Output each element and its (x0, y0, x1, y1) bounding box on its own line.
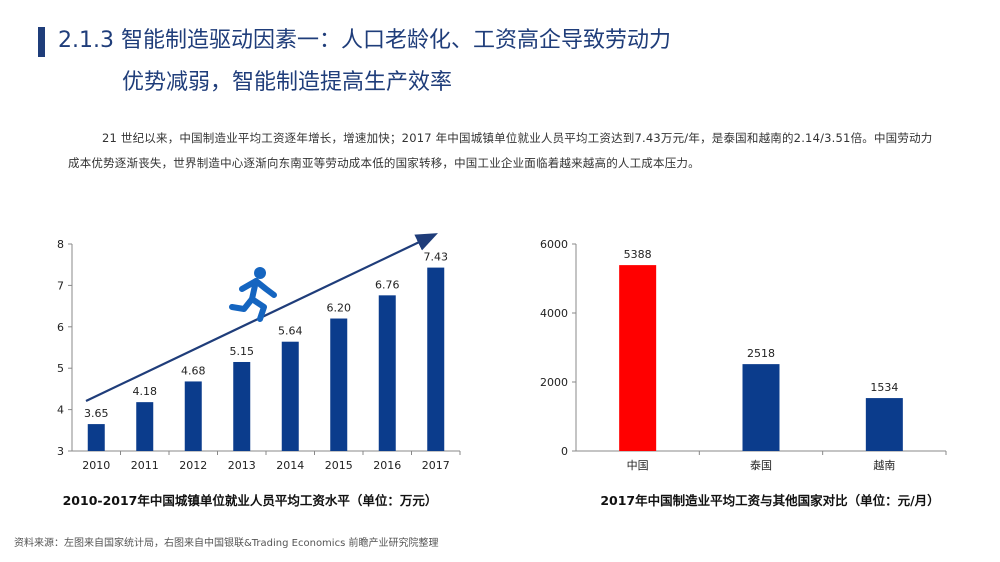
country-chart-bar (619, 265, 657, 451)
wage-chart-bar (136, 402, 154, 451)
intro-text: 21 世纪以来，中国制造业平均工资逐年增长，增速加快；2017 年中国城镇单位就… (68, 131, 933, 170)
wage-chart-bar (281, 341, 299, 451)
wage-chart-y-tick-label: 6 (57, 321, 64, 334)
country-chart-value-label: 5388 (624, 248, 652, 261)
country-chart-y-tick-label: 4000 (540, 307, 568, 320)
wage-chart-value-label: 7.43 (424, 251, 449, 264)
title-accent-bar (38, 27, 45, 57)
country-chart-value-label: 2518 (747, 347, 775, 360)
wage-chart-x-tick-label: 2014 (276, 459, 304, 472)
country-chart-x-tick-label: 泰国 (750, 458, 772, 472)
wage-chart-y-tick-label: 5 (57, 362, 64, 375)
page-title: 2.1.3 智能制造驱动因素一：人口老龄化、工资高企导致劳动力 优势减弱，智能制… (58, 24, 671, 100)
country-chart-value-label: 1534 (870, 381, 898, 394)
wage-chart-bar (427, 267, 445, 451)
wage-trend-chart-svg: 3 4 5 6 7 8 3.65 2010 4.18 2011 4.68 2012 5.15 2013 5.… (57, 233, 461, 472)
wage-chart-x-tick-label: 2011 (131, 459, 159, 472)
country-chart-y-tick-label: 2000 (540, 376, 568, 389)
wage-chart-y-tick-label: 4 (57, 404, 64, 417)
wage-chart-value-label: 4.18 (133, 385, 158, 398)
wage-chart-x-tick-label: 2017 (422, 459, 450, 472)
wage-chart-x-tick-label: 2013 (228, 459, 256, 472)
country-chart-y-tick-label: 0 (561, 445, 568, 458)
country-wage-chart-svg: 0 2000 4000 6000 5388 中国 2518 泰国 1534 越南 (540, 238, 947, 472)
country-chart-bar (742, 364, 780, 451)
source-note: 资料来源：左图来自国家统计局，右图来自中国银联&Trading Economic… (14, 538, 439, 549)
wage-chart-bar (184, 381, 202, 451)
wage-trend-chart: 3 4 5 6 7 8 3.65 2010 4.18 2011 4.68 2012 5.15 2013 5.… (0, 225, 480, 480)
wage-chart-y-tick-label: 8 (57, 238, 64, 251)
country-chart-y-tick-label: 6000 (540, 238, 568, 251)
wage-chart-x-tick-label: 2010 (82, 459, 110, 472)
wage-chart-value-label: 6.76 (375, 278, 400, 291)
country-wage-caption: 2017年中国制造业平均工资与其他国家对比（单位：元/月） (600, 493, 940, 508)
wage-chart-bar (330, 318, 348, 451)
wage-chart-value-label: 6.20 (327, 302, 352, 315)
wage-chart-x-tick-label: 2016 (373, 459, 401, 472)
wage-chart-y-tick-label: 3 (57, 445, 64, 458)
country-wage-chart: 0 2000 4000 6000 5388 中国 2518 泰国 1534 越南 (520, 225, 980, 480)
wage-trend-caption: 2010-2017年中国城镇单位就业人员平均工资水平（单位：万元） (62, 493, 438, 508)
country-chart-x-tick-label: 中国 (627, 459, 649, 472)
wage-chart-value-label: 3.65 (84, 407, 109, 420)
intro-paragraph: 21 世纪以来，中国制造业平均工资逐年增长，增速加快；2017 年中国城镇单位就… (68, 126, 938, 176)
wage-chart-value-label: 5.15 (230, 345, 255, 358)
wage-chart-x-tick-label: 2012 (179, 459, 207, 472)
page-title-line1: 2.1.3 智能制造驱动因素一：人口老龄化、工资高企导致劳动力 (58, 28, 671, 53)
country-chart-x-tick-label: 越南 (873, 458, 895, 472)
wage-chart-bar (233, 361, 251, 451)
wage-chart-x-tick-label: 2015 (325, 459, 353, 472)
page-title-line2: 优势减弱，智能制造提高生产效率 (122, 70, 453, 95)
wage-chart-bar (378, 295, 396, 451)
wage-chart-y-tick-label: 7 (57, 279, 64, 292)
wage-chart-value-label: 4.68 (181, 364, 206, 377)
country-chart-bar (865, 398, 903, 451)
running-person-icon (229, 267, 277, 322)
wage-chart-value-label: 5.64 (278, 325, 303, 338)
wage-chart-bar (87, 424, 105, 451)
